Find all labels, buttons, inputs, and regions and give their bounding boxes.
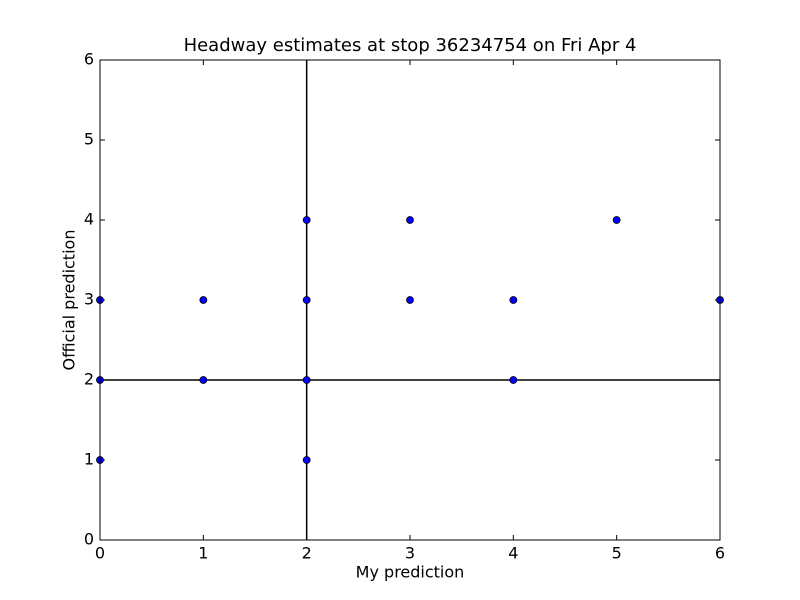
x-tick-label: 5 (612, 544, 622, 563)
point (199, 296, 208, 304)
point (406, 216, 414, 224)
y-tick-label: 0 (84, 530, 94, 549)
y-tick-label: 2 (84, 370, 94, 389)
point (509, 376, 518, 384)
x-tick-label: 6 (715, 544, 725, 563)
x-tick-label: 2 (302, 544, 312, 563)
x-tick-label: 1 (198, 544, 208, 563)
y-axis-label: Official prediction (60, 230, 79, 371)
x-tick-label: 3 (405, 544, 415, 563)
chart-title: Headway estimates at stop 36234754 on Fr… (184, 35, 637, 56)
point (302, 376, 311, 384)
y-tick-label: 4 (84, 210, 94, 229)
point (406, 296, 414, 304)
point (509, 296, 518, 304)
y-tick-label: 3 (84, 290, 94, 309)
point (302, 296, 311, 304)
plot-frame (99, 59, 721, 541)
y-tick-label: 5 (84, 130, 94, 149)
point (302, 456, 311, 464)
point (612, 216, 621, 224)
y-tick-label: 6 (84, 50, 94, 69)
x-tick-label: 4 (508, 544, 518, 563)
y-tick-label: 1 (84, 450, 94, 469)
x-axis-label: My prediction (356, 563, 465, 582)
point (199, 376, 208, 384)
x-tick-label: 0 (95, 544, 105, 563)
point (302, 216, 311, 224)
